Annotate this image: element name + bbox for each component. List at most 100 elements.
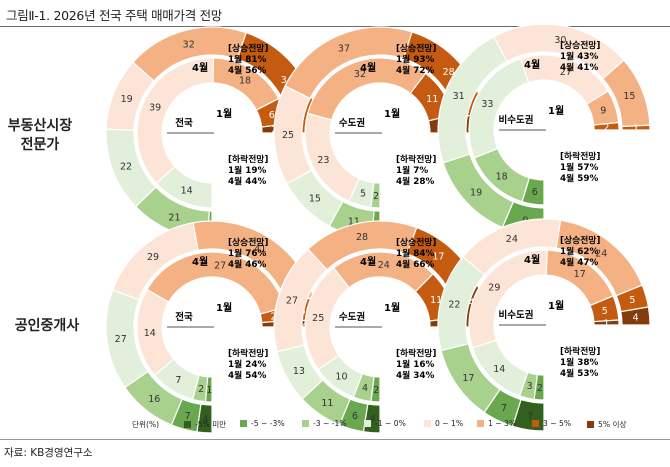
segment-value-label: 13 — [293, 366, 305, 377]
segment-value-label: 29 — [147, 252, 159, 263]
segment-value-label: 5 — [602, 306, 608, 317]
legend-label: -3 ~ -1% — [313, 419, 347, 428]
month-label-apr: 4월 — [524, 59, 540, 71]
legend-item: -3 ~ -1% — [302, 419, 347, 428]
legend-swatch — [184, 421, 191, 428]
segment-value-label: 10 — [335, 372, 347, 383]
segment-value-label: 17 — [432, 251, 444, 262]
legend-item: -5% 미만 — [184, 419, 226, 430]
title-divider — [0, 26, 670, 27]
region-label: 전국 — [175, 311, 193, 323]
rise-forecast-text: [상승전망] — [228, 236, 268, 248]
segment-value-label: 5 — [629, 295, 635, 306]
month-label-apr: 4월 — [192, 62, 208, 74]
month-label-apr: 4월 — [360, 62, 376, 74]
fall-forecast-text: 4월 28% — [396, 175, 435, 187]
fall-forecast-text: [하락전망] — [396, 153, 436, 165]
rise-forecast-text: 4월 72% — [396, 64, 435, 76]
legend-swatch — [477, 420, 484, 427]
month-label-jan: 1월 — [548, 105, 564, 117]
donut-segment — [593, 121, 620, 131]
donut-segment — [621, 124, 651, 131]
legend-item: 1 ~ 3% — [477, 419, 516, 428]
legend-swatch — [364, 420, 371, 427]
legend-label: 0 ~ 1% — [435, 419, 464, 428]
month-label-jan: 1월 — [384, 302, 400, 314]
rise-forecast-text: 1월 76% — [228, 247, 267, 259]
segment-value-label: 39 — [149, 102, 161, 113]
segment-value-label: 11 — [321, 398, 333, 409]
row-label-line: 전문가 — [20, 137, 60, 153]
segment-value-label: 3 — [527, 381, 533, 392]
segment-value-label: 1 — [603, 318, 609, 329]
segment-value-label: 4 — [362, 383, 368, 394]
segment-value-label: 7 — [527, 411, 533, 422]
segment-value-label: 22 — [120, 161, 132, 172]
legend-label: -5 ~ -3% — [251, 419, 285, 428]
region-label: 수도권 — [339, 117, 365, 129]
segment-value-label: 27 — [560, 67, 572, 78]
donut-segment — [136, 57, 215, 185]
segment-value-label: 7 — [175, 375, 181, 386]
legend-unit: 단위(%) — [132, 420, 160, 429]
month-label-jan: 1월 — [384, 108, 400, 120]
fall-forecast-text: [하락전망] — [396, 347, 436, 359]
fall-forecast-text: 1월 19% — [228, 164, 267, 176]
rise-forecast-text: 4월 56% — [228, 64, 267, 76]
rise-forecast-text: [상승전망] — [228, 42, 268, 54]
segment-value-label: 32 — [354, 69, 366, 80]
fall-forecast-text: 1월 57% — [560, 161, 599, 173]
rise-forecast-text: 1월 62% — [560, 245, 599, 257]
segment-value-label: 1 — [633, 123, 639, 134]
rise-forecast-text: 4월 66% — [396, 258, 435, 270]
row-label-line: 부동산시장 — [7, 118, 73, 134]
segment-value-label: 11 — [348, 217, 360, 228]
month-label-jan: 1월 — [216, 108, 232, 120]
segment-value-label: 24 — [506, 234, 518, 245]
row-label-agents: 공인중개사 — [10, 317, 84, 336]
segment-value-label: 31 — [453, 91, 465, 102]
segment-value-label: 14 — [493, 364, 505, 375]
region-label: 비수도권 — [499, 114, 534, 126]
fall-forecast-text: [하락전망] — [228, 153, 268, 165]
rise-forecast-text: 1월 81% — [228, 53, 267, 65]
segment-value-label: 30 — [554, 35, 566, 46]
rise-forecast-text: 1월 84% — [396, 247, 435, 259]
legend-swatch — [424, 420, 431, 427]
rise-forecast-text: 4월 41% — [560, 61, 599, 73]
legend-swatch — [587, 421, 594, 428]
rise-forecast-text: [상승전망] — [396, 236, 436, 248]
segment-value-label: 22 — [448, 300, 460, 311]
segment-value-label: 18 — [496, 171, 508, 182]
segment-value-label: 27 — [115, 334, 127, 345]
legend-label: -5% 미만 — [195, 420, 227, 429]
rise-forecast-text: 1월 93% — [396, 53, 435, 65]
segment-value-label: 25 — [282, 130, 294, 141]
legend-swatch — [302, 420, 309, 427]
fall-forecast-text: 4월 44% — [228, 175, 267, 187]
region-label: 전국 — [175, 117, 193, 129]
legend-swatch — [532, 420, 539, 427]
segment-value-label: 19 — [470, 187, 482, 198]
segment-value-label: 2 — [301, 319, 307, 330]
segment-value-label: 15 — [623, 91, 635, 102]
segment-value-label: 7 — [185, 411, 191, 422]
segment-value-label: 4 — [202, 414, 208, 425]
legend-label: 5% 이상 — [598, 420, 627, 429]
segment-value-label: 1 — [206, 385, 212, 396]
segment-value-label: 17 — [462, 373, 474, 384]
legend-label: -1 ~ 0% — [375, 419, 406, 428]
legend-item: 5% 이상 — [587, 419, 626, 430]
rise-forecast-text: 1월 43% — [560, 50, 599, 62]
segment-value-label: 33 — [481, 99, 493, 110]
fall-forecast-text: 1월 38% — [560, 356, 599, 368]
fall-forecast-text: 4월 34% — [396, 369, 435, 381]
segment-value-label: 2 — [373, 191, 379, 202]
segment-value-label: 17 — [574, 269, 586, 280]
rise-forecast-text: [상승전망] — [396, 42, 436, 54]
segment-value-label: 4 — [370, 414, 376, 425]
row-label-line: 공인중개사 — [14, 318, 80, 334]
segment-value-label: 21 — [168, 212, 180, 223]
segment-value-label: 24 — [595, 248, 607, 259]
